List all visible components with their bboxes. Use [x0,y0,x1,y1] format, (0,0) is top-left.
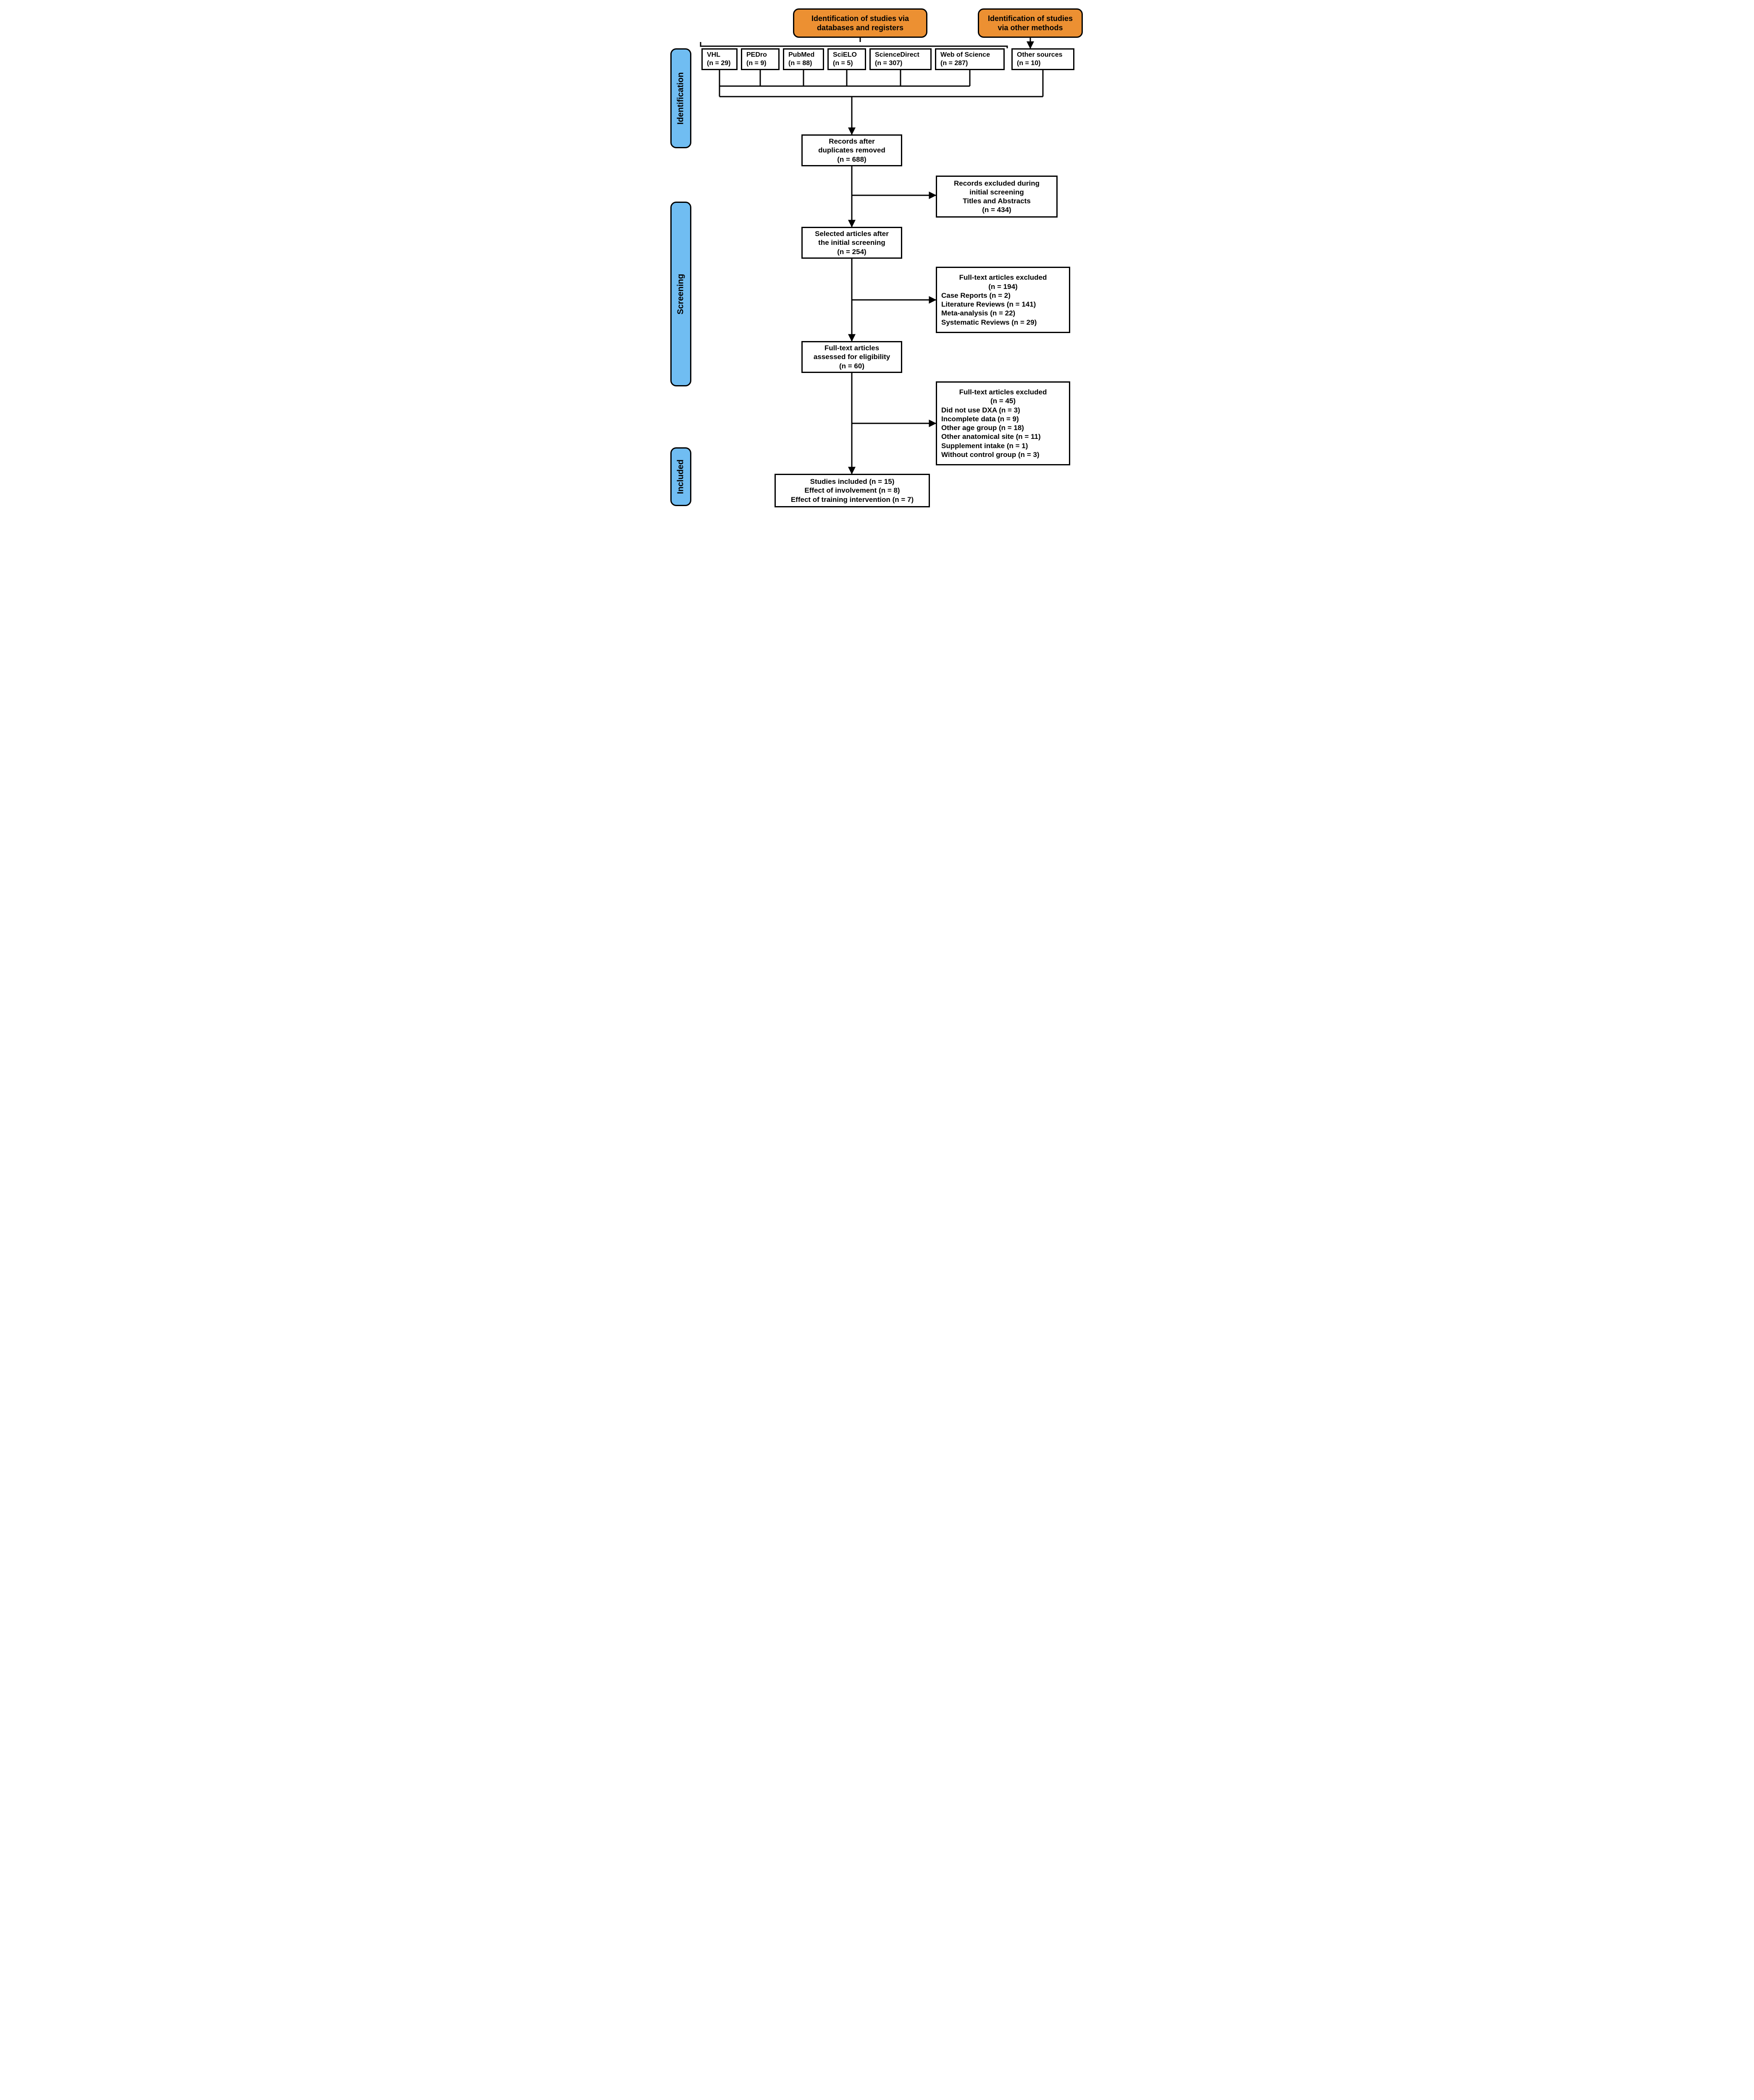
node-sub-line: Did not use DXA (n = 3) [941,406,1065,415]
stage-label-text: Identification [676,72,686,124]
node-line: Studies included (n = 15) [810,477,895,486]
node-line: assessed for eligibility [814,352,890,361]
node-line: the initial screening [818,238,885,247]
header-line: via other methods [998,23,1063,33]
db-name: Other sources [1015,51,1072,59]
db-count: (n = 5) [831,59,864,68]
db-node-wos: Web of Science(n = 287) [935,48,1005,70]
db-name: VHL [705,51,735,59]
db-name: SciELO [831,51,864,59]
node-sub-line: Systematic Reviews (n = 29) [941,318,1065,327]
node-title-line: Full-text articles excluded [941,273,1065,282]
node-sub-line: Meta-analysis (n = 22) [941,309,1065,318]
db-node-vhl: VHL(n = 29) [701,48,738,70]
node-sub-line: Incomplete data (n = 9) [941,415,1065,423]
node-line: Selected articles after [815,229,889,238]
db-node-pedro: PEDro(n = 9) [741,48,780,70]
db-node-pubmed: PubMed(n = 88) [783,48,824,70]
header-other: Identification of studiesvia other metho… [978,8,1083,38]
node-title-line: (n = 194) [941,282,1065,291]
node-line: Effect of involvement (n = 8) [804,486,900,495]
header-line: databases and registers [817,23,903,33]
node-line: duplicates removed [818,146,885,155]
db-name: PEDro [745,51,777,59]
db-count: (n = 287) [939,59,1003,68]
node-sub-line: Other age group (n = 18) [941,423,1065,432]
node-sub-line: Other anatomical site (n = 11) [941,432,1065,441]
header-db: Identification of studies viadatabases a… [793,8,927,38]
node-sub-line: Case Reports (n = 2) [941,291,1065,300]
node-line: Titles and Abstracts [963,197,1031,205]
db-count: (n = 88) [787,59,822,68]
node-eligible: Full-text articlesassessed for eligibili… [801,341,902,373]
node-line: Records after [829,137,875,146]
db-name: ScienceDirect [873,51,930,59]
header-line: Identification of studies via [811,14,909,24]
node-line: Full-text articles [824,344,879,352]
node-title-line: (n = 45) [941,396,1065,405]
node-sub-line: Without control group (n = 3) [941,450,1065,459]
node-excl2: Full-text articles excluded(n = 194)Case… [936,267,1070,333]
stage-label-text: Screening [676,274,686,315]
db-node-other: Other sources(n = 10) [1011,48,1074,70]
node-line: initial screening [969,188,1024,197]
db-name: Web of Science [939,51,1003,59]
node-sub-line: Supplement intake (n = 1) [941,441,1065,450]
node-line: (n = 254) [837,247,866,256]
node-line: Records excluded during [954,179,1040,188]
node-included: Studies included (n = 15)Effect of invol… [775,474,930,507]
node-line: Effect of training intervention (n = 7) [791,495,914,504]
db-count: (n = 29) [705,59,735,68]
node-line: (n = 434) [982,205,1011,214]
db-name: PubMed [787,51,822,59]
node-title-line: Full-text articles excluded [941,388,1065,396]
node-line: (n = 688) [837,155,866,164]
db-count: (n = 9) [745,59,777,68]
node-excl3: Full-text articles excluded(n = 45)Did n… [936,381,1070,465]
stage-included: Included [670,447,691,506]
header-line: Identification of studies [988,14,1073,24]
node-line: (n = 60) [839,362,864,370]
node-selected: Selected articles afterthe initial scree… [801,227,902,259]
stage-label-text: Included [676,459,686,494]
db-count: (n = 307) [873,59,930,68]
stage-identification: Identification [670,48,691,148]
connector [701,42,1007,48]
db-node-scidir: ScienceDirect(n = 307) [869,48,932,70]
db-node-scielo: SciELO(n = 5) [827,48,866,70]
db-count: (n = 10) [1015,59,1072,68]
node-excl1: Records excluded duringinitial screening… [936,176,1058,218]
node-sub-line: Literature Reviews (n = 141) [941,300,1065,309]
node-dupes: Records afterduplicates removed(n = 688) [801,134,902,166]
stage-screening: Screening [670,202,691,386]
